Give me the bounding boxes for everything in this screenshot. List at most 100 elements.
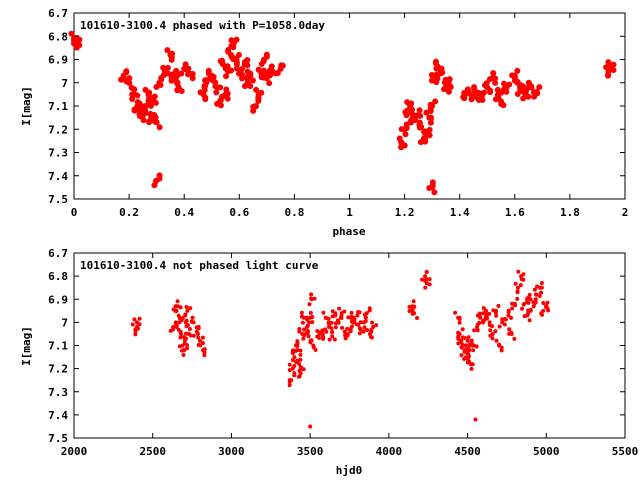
unphased-data-point	[173, 299, 183, 313]
phased-data-point	[230, 51, 242, 68]
unphased-x-tick-label: 3000	[218, 445, 245, 458]
phased-data-point	[416, 119, 428, 135]
unphased-data-point	[327, 330, 337, 342]
unphased-y-tick-label: 7.5	[48, 432, 68, 445]
unphased-data-point	[535, 281, 544, 295]
unphased-data-point	[491, 303, 501, 318]
phased-data-point	[228, 36, 240, 51]
phased-data-point	[396, 135, 408, 151]
unphased-data-point	[317, 327, 328, 341]
unphased-data-point	[305, 310, 315, 325]
unphased-data-point	[183, 327, 193, 341]
unphased-y-tick-label: 7.2	[48, 363, 68, 376]
phased-y-tick-label: 7.5	[48, 193, 68, 206]
unphased-data-point	[510, 296, 520, 311]
phased-x-tick-label: 2	[622, 206, 629, 219]
phased-data-point	[495, 93, 507, 109]
unphased-data-point	[528, 300, 538, 313]
phased-data-point	[174, 79, 185, 95]
unphased-x-ticks: 2000 2500 3000 3500 4000 4500 5000 5500	[61, 253, 639, 458]
phased-data-point	[412, 107, 424, 124]
phased-data-point	[398, 121, 410, 138]
unphased-data-point	[189, 315, 199, 330]
unphased-x-tick-label: 2000	[61, 445, 88, 458]
unphased-x-tick-label: 5000	[533, 445, 560, 458]
unphased-x-tick-label: 4500	[454, 445, 481, 458]
unphased-data-point	[516, 269, 526, 282]
unphased-data-point	[488, 328, 498, 341]
phased-data-point	[475, 89, 487, 104]
phased-data-point	[422, 126, 433, 142]
unphased-data-point	[494, 338, 504, 353]
phased-data-point	[129, 86, 141, 103]
phased-y-tick-label: 7.1	[48, 100, 68, 113]
phased-data-point	[274, 62, 286, 77]
phased-data-point	[223, 63, 235, 80]
unphased-data-point	[132, 316, 142, 329]
phased-y-axis-label: I[mag]	[20, 86, 33, 126]
phased-data-points	[68, 30, 617, 196]
unphased-data-point	[503, 308, 514, 322]
phased-data-point	[151, 172, 163, 189]
phased-x-tick-label: 1.2	[395, 206, 415, 219]
phased-x-ticks: 0 0.2 0.4 0.6 0.8 1 1.2 1.4 1.6 1.8 2	[71, 13, 629, 219]
phased-chart-title: 101610-3100.4 phased with P=1058.0day	[80, 19, 325, 32]
unphased-data-point	[343, 327, 353, 341]
phased-data-point	[205, 67, 217, 84]
unphased-data-point	[453, 310, 462, 325]
unphased-data-point	[307, 292, 317, 307]
unphased-plot-frame	[73, 252, 626, 439]
unphased-data-point	[337, 306, 347, 321]
phased-y-tick-label: 6.7	[48, 7, 68, 20]
unphased-data-point	[532, 287, 542, 302]
unphased-data-point	[287, 362, 297, 376]
phased-data-point	[147, 93, 159, 109]
unphased-data-point	[507, 327, 517, 341]
unphased-data-point	[296, 367, 306, 379]
unphased-y-tick-label: 7.4	[48, 409, 68, 422]
unphased-x-tick-label: 5500	[612, 445, 639, 458]
unphased-data-point	[469, 338, 479, 353]
unphased-data-point	[356, 322, 366, 336]
unphased-data-point	[352, 310, 362, 322]
unphased-data-points	[130, 269, 551, 429]
unphased-data-point	[482, 308, 492, 323]
phased-x-tick-label: 1.6	[505, 206, 525, 219]
phased-x-tick-label: 0.8	[284, 206, 304, 219]
unphased-x-tick-label: 4000	[376, 445, 403, 458]
unphased-data-point	[191, 324, 201, 338]
unphased-data-point	[297, 326, 307, 341]
phased-x-tick-label: 1.8	[560, 206, 580, 219]
phased-y-tick-label: 7	[61, 77, 68, 90]
phased-x-tick-label: 1	[346, 206, 353, 219]
unphased-y-tick-label: 7.1	[48, 340, 68, 353]
unphased-data-point	[294, 357, 303, 371]
unphased-data-point	[472, 320, 482, 333]
phased-data-point	[486, 70, 499, 86]
unphased-data-point	[198, 343, 207, 358]
phased-data-point	[244, 68, 256, 84]
unphased-chart-title: 101610-3100.4 not phased light curve	[80, 259, 319, 272]
unphased-data-point	[465, 357, 475, 371]
phased-data-point	[71, 36, 83, 51]
unphased-data-point	[174, 316, 184, 330]
unphased-data-point	[369, 320, 379, 334]
phased-x-tick-label: 0.2	[119, 206, 139, 219]
phased-y-tick-label: 6.8	[48, 30, 68, 43]
unphased-data-point	[176, 327, 186, 340]
phased-data-point	[219, 86, 231, 102]
unphased-data-point	[287, 373, 297, 388]
unphased-data-point	[293, 343, 303, 357]
unphased-data-point	[180, 343, 190, 358]
unphased-x-tick-label: 2500	[139, 445, 166, 458]
phased-data-point	[481, 80, 494, 96]
phased-data-point	[241, 75, 254, 90]
unphased-y-tick-label: 7.3	[48, 386, 68, 399]
unphased-data-point	[484, 315, 495, 329]
phased-data-point	[531, 84, 543, 100]
unphased-data-point	[541, 300, 551, 313]
phased-data-point	[212, 79, 224, 96]
phased-data-point	[605, 59, 617, 74]
